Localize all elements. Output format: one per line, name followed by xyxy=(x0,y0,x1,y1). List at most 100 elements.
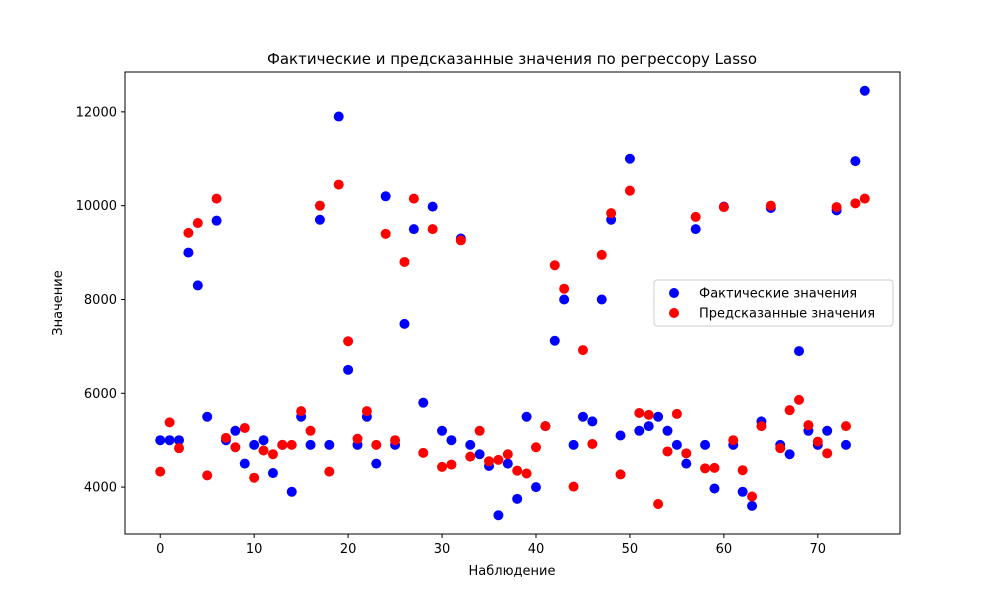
data-point xyxy=(399,318,410,329)
data-point xyxy=(380,191,391,202)
data-point xyxy=(192,218,203,229)
data-point xyxy=(643,421,654,432)
data-point xyxy=(559,283,570,294)
data-point xyxy=(211,193,222,204)
data-point xyxy=(474,425,485,436)
data-point xyxy=(437,461,448,472)
legend: Фактические значения Предсказанные значе… xyxy=(653,279,894,327)
data-point xyxy=(427,224,438,235)
y-axis: 4000 6000 8000 10000 12000 xyxy=(76,105,125,496)
data-point xyxy=(408,193,419,204)
data-point xyxy=(484,456,495,467)
data-point xyxy=(653,498,664,509)
y-tick-label: 10000 xyxy=(76,199,117,214)
data-point xyxy=(568,481,579,492)
data-point xyxy=(249,439,260,450)
data-point xyxy=(258,445,269,456)
chart-title: Фактические и предсказанные значения по … xyxy=(267,50,757,68)
data-point xyxy=(624,153,635,164)
data-point xyxy=(794,394,805,405)
data-point xyxy=(662,446,673,457)
data-point xyxy=(211,215,222,226)
x-tick-label: 60 xyxy=(716,542,733,557)
data-point xyxy=(765,200,776,211)
data-point xyxy=(399,256,410,267)
data-point xyxy=(230,425,241,436)
data-point xyxy=(446,435,457,446)
data-point xyxy=(239,458,250,469)
data-point xyxy=(418,447,429,458)
data-point xyxy=(239,423,250,433)
data-point xyxy=(784,405,795,416)
data-point xyxy=(643,409,654,420)
data-point xyxy=(690,224,701,235)
data-point xyxy=(850,198,861,209)
data-point xyxy=(174,435,185,446)
data-point xyxy=(286,439,297,450)
data-point xyxy=(671,439,682,450)
data-point xyxy=(577,411,588,422)
data-point xyxy=(249,472,260,483)
data-point xyxy=(530,442,541,453)
data-point xyxy=(493,510,504,521)
data-point xyxy=(286,486,297,497)
data-point xyxy=(277,439,288,450)
data-point xyxy=(634,407,645,418)
data-point xyxy=(390,435,401,446)
data-point xyxy=(549,260,560,271)
data-point xyxy=(155,466,166,477)
data-point xyxy=(700,439,711,450)
data-point xyxy=(653,411,664,422)
data-point xyxy=(803,420,814,431)
data-point xyxy=(559,294,570,305)
data-point xyxy=(437,425,448,436)
data-point xyxy=(296,406,307,417)
data-point xyxy=(352,433,363,444)
data-point xyxy=(671,408,682,419)
data-point xyxy=(371,439,382,450)
data-point xyxy=(192,280,203,291)
data-point xyxy=(587,438,598,449)
data-point xyxy=(343,336,354,347)
data-point xyxy=(380,228,391,239)
y-tick-label: 12000 xyxy=(76,105,117,120)
data-point xyxy=(455,235,466,246)
data-point xyxy=(775,443,786,454)
data-point xyxy=(174,443,185,454)
data-point xyxy=(314,200,325,211)
data-point xyxy=(333,111,344,122)
data-point xyxy=(465,451,476,462)
data-point xyxy=(361,406,372,417)
series-predicted xyxy=(155,179,870,509)
data-point xyxy=(324,466,335,477)
data-point xyxy=(859,85,870,96)
data-point xyxy=(737,486,748,497)
data-point xyxy=(371,458,382,469)
data-point xyxy=(840,439,851,450)
data-point xyxy=(164,435,175,446)
data-point xyxy=(596,249,607,260)
y-tick-label: 6000 xyxy=(84,387,117,402)
data-point xyxy=(202,470,213,481)
data-point xyxy=(183,247,194,258)
data-point xyxy=(756,421,767,432)
data-point xyxy=(831,202,842,213)
x-tick-label: 30 xyxy=(434,542,451,557)
y-tick-label: 4000 xyxy=(84,481,117,496)
data-point xyxy=(700,463,711,474)
data-point xyxy=(549,335,560,346)
data-point xyxy=(333,179,344,190)
data-point xyxy=(606,208,617,219)
y-axis-label: Значение xyxy=(51,270,66,335)
data-point xyxy=(822,425,833,436)
x-axis-label: Наблюдение xyxy=(469,564,556,579)
data-point xyxy=(267,449,278,460)
data-point xyxy=(709,462,720,473)
x-tick-label: 50 xyxy=(622,542,639,557)
legend-label-predicted: Предсказанные значения xyxy=(699,307,875,322)
data-point xyxy=(540,421,551,432)
data-point xyxy=(164,417,175,428)
data-point xyxy=(183,227,194,238)
data-point xyxy=(418,397,429,408)
